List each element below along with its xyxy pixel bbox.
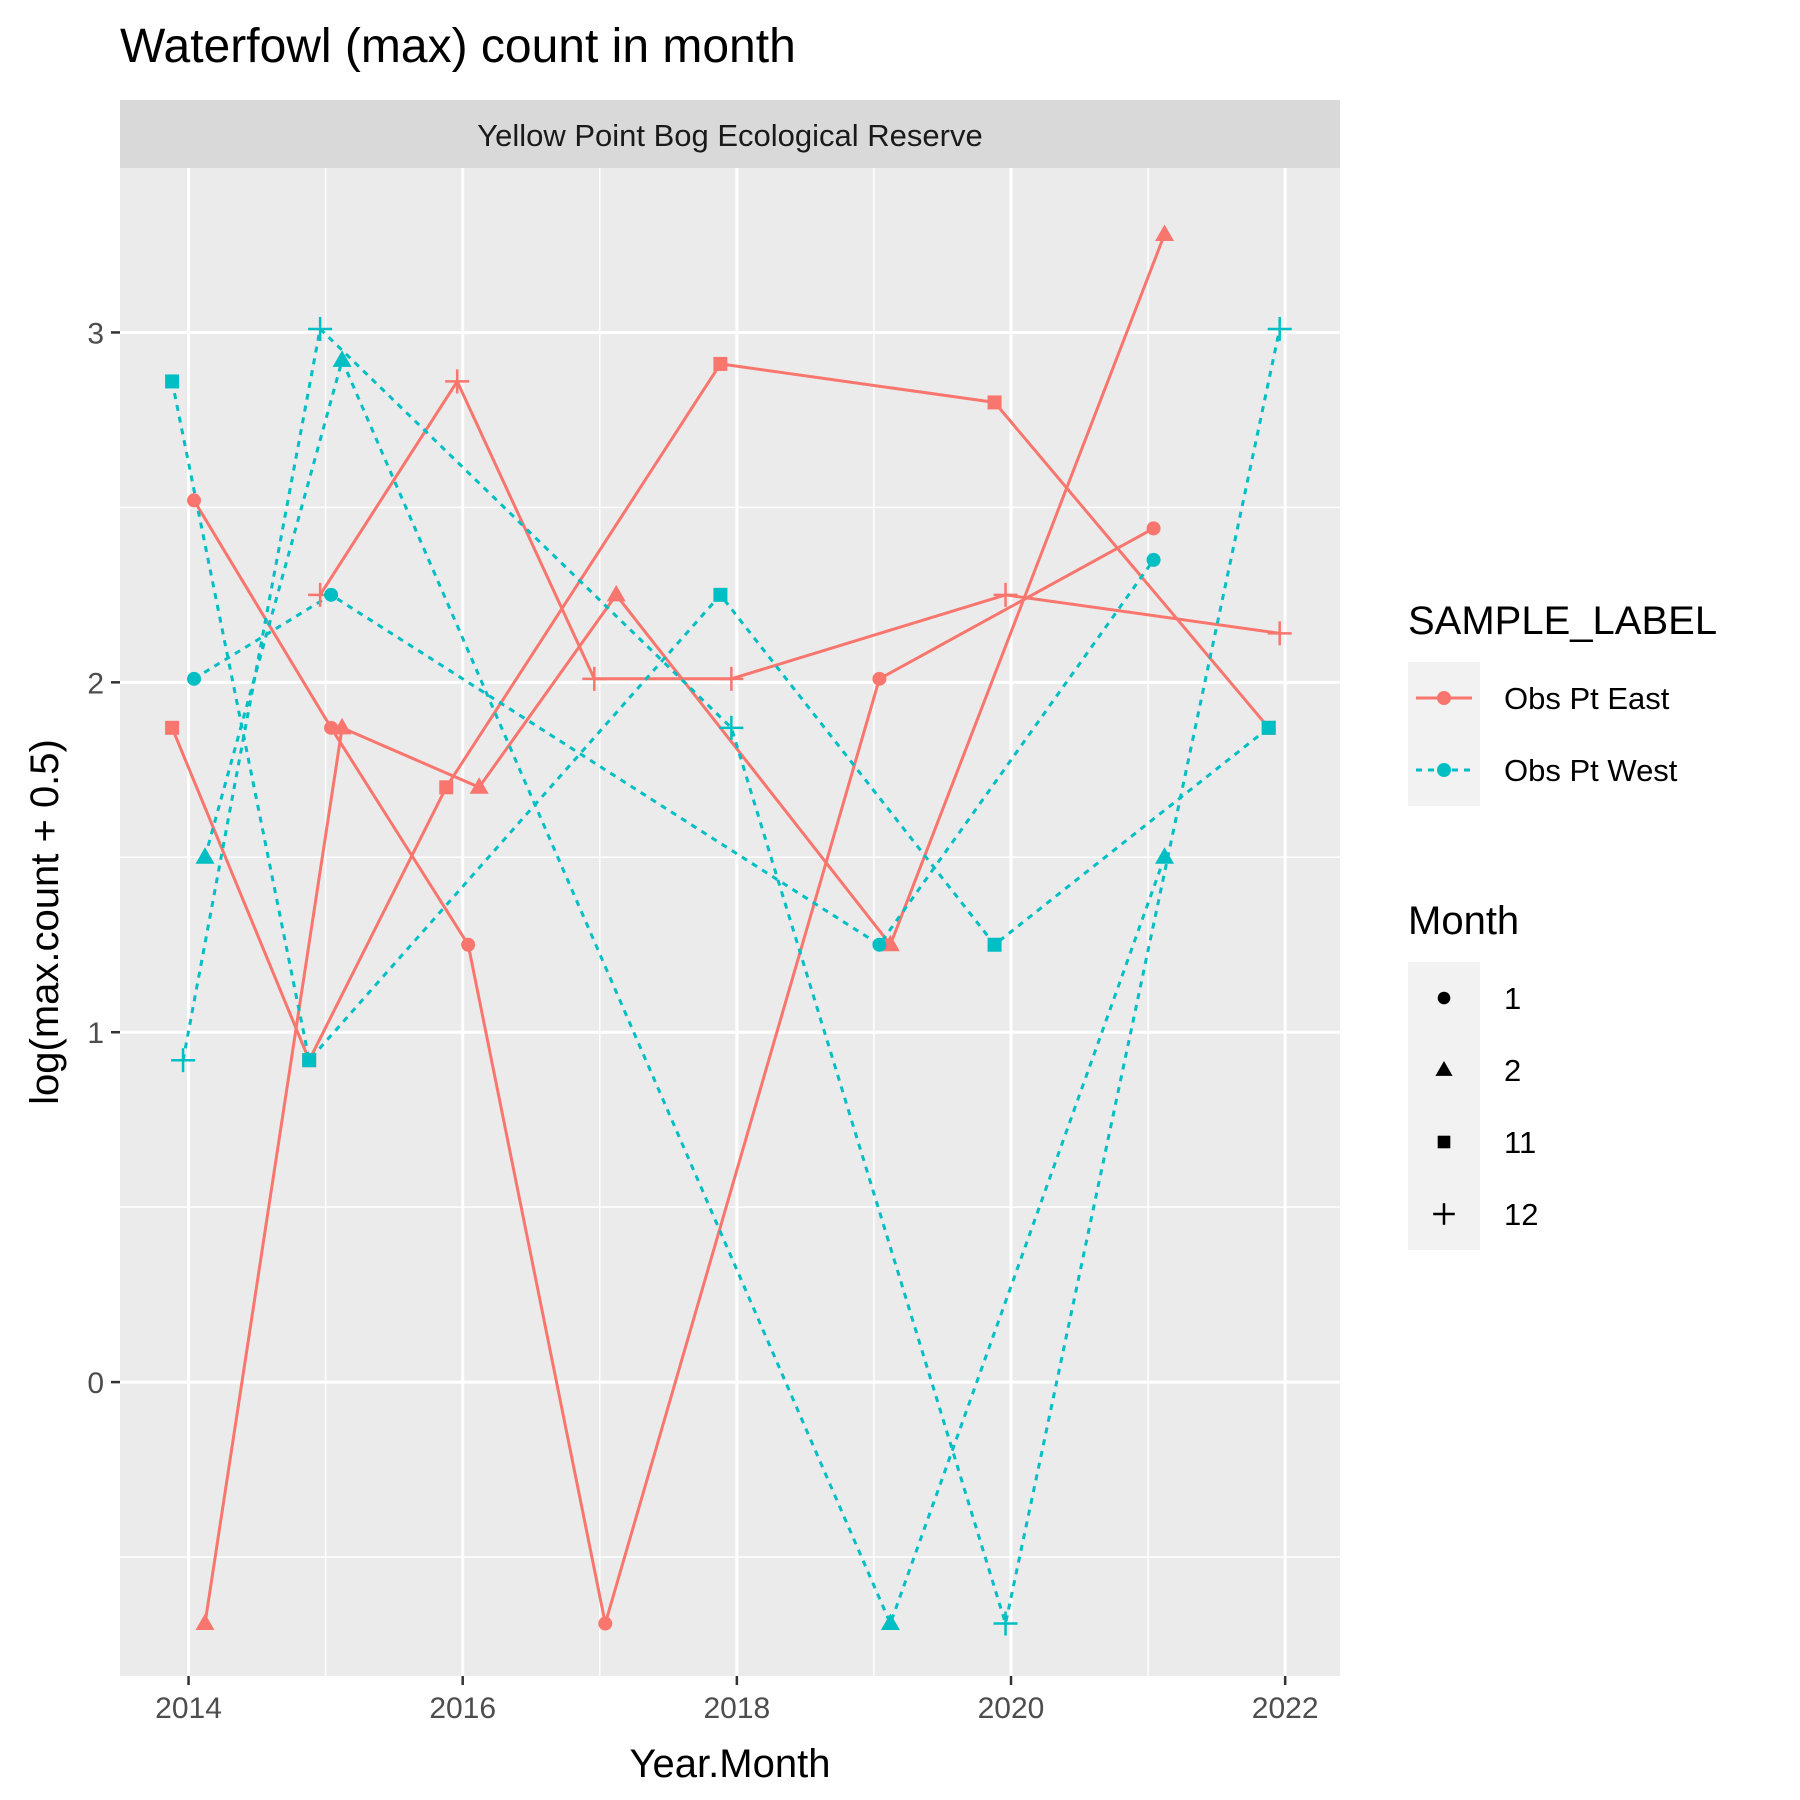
legend: SAMPLE_LABEL Obs Pt East Obs Pt West Month 1… [1408, 599, 1717, 1250]
data-point-marker [1155, 847, 1175, 864]
data-point-marker [1146, 552, 1161, 567]
data-point-marker [719, 666, 744, 691]
data-point-marker [719, 715, 744, 740]
data-point-marker [195, 847, 215, 864]
data-point-marker [872, 671, 887, 686]
legend-label: 11 [1504, 1125, 1536, 1160]
data-series [165, 224, 1292, 1636]
legend-shape-marker [1433, 1203, 1455, 1225]
series-line [203, 358, 1166, 1625]
legend-shape-marker [1435, 1061, 1453, 1076]
data-point-marker [987, 937, 1002, 952]
data-point-marker [598, 1616, 613, 1631]
series-line [193, 559, 1155, 947]
series-line [318, 379, 1280, 681]
data-point-marker [332, 717, 352, 735]
data-point-marker [308, 316, 333, 341]
grid-lines [120, 168, 1340, 1676]
y-tick-label: 1 [87, 1017, 104, 1050]
data-point-marker [187, 671, 202, 686]
chart-title: Waterfowl (max) count in month [120, 20, 796, 73]
x-tick-label: 2018 [703, 1692, 770, 1725]
data-point-marker [993, 1611, 1018, 1636]
data-point-marker [439, 780, 454, 795]
data-point-marker [332, 350, 352, 367]
data-point-marker [993, 582, 1018, 607]
data-point-marker [872, 937, 887, 952]
data-point-marker [606, 584, 626, 602]
data-point-marker [171, 1048, 196, 1073]
data-point-marker [987, 395, 1002, 410]
series-line [181, 327, 1282, 1625]
data-point-marker [469, 777, 489, 794]
plot-panel [120, 168, 1340, 1676]
data-point-marker [713, 587, 728, 602]
data-point-marker [880, 1613, 900, 1631]
facet-strip-label: Yellow Point Bog Ecological Reserve [477, 118, 982, 153]
data-point-marker [165, 720, 180, 735]
x-tick-label: 2022 [1252, 1692, 1319, 1725]
series-line [203, 233, 1166, 1624]
data-point-marker [1267, 621, 1292, 646]
data-point-marker [1155, 224, 1175, 241]
x-tick-label: 2020 [978, 1692, 1045, 1725]
y-tick-label: 2 [87, 667, 104, 700]
facet-strip [120, 100, 1340, 168]
legend-label: Obs Pt West [1504, 753, 1678, 788]
y-axis-title: log(max.count + 0.5) [23, 739, 67, 1105]
legend-label: Obs Pt East [1504, 681, 1670, 716]
legend-shape-marker [1437, 991, 1451, 1005]
data-point-marker [165, 374, 180, 389]
y-tick-label: 0 [87, 1367, 104, 1400]
data-point-marker [713, 356, 728, 371]
data-point-marker [1267, 316, 1292, 341]
x-tick-label: 2016 [429, 1692, 496, 1725]
data-point-marker [1261, 720, 1276, 735]
data-point-marker [324, 587, 339, 602]
data-point-marker [302, 1053, 317, 1068]
legend-label: 2 [1504, 1053, 1521, 1088]
y-tick-label: 3 [87, 317, 104, 350]
x-tick-label: 2014 [155, 1692, 222, 1725]
axes: 2014 2016 2018 2020 2022 0 1 2 3 [87, 317, 1318, 1725]
data-point-marker [582, 666, 607, 691]
legend-label: 1 [1504, 981, 1521, 1016]
data-point-marker [1146, 521, 1161, 536]
legend-shape-marker [1437, 1135, 1451, 1149]
data-point-marker [195, 1613, 215, 1631]
legend-label: 12 [1504, 1197, 1538, 1232]
data-point-marker [461, 937, 476, 952]
data-point-marker [445, 369, 470, 394]
x-axis-title: Year.Month [630, 1742, 831, 1786]
legend-key-marker [1437, 691, 1451, 705]
legend-title: Month [1408, 899, 1519, 943]
data-point-marker [187, 493, 202, 508]
legend-title: SAMPLE_LABEL [1408, 599, 1717, 643]
series-line [170, 362, 1270, 1062]
series-line [192, 499, 1155, 1625]
legend-key-marker [1437, 763, 1451, 777]
